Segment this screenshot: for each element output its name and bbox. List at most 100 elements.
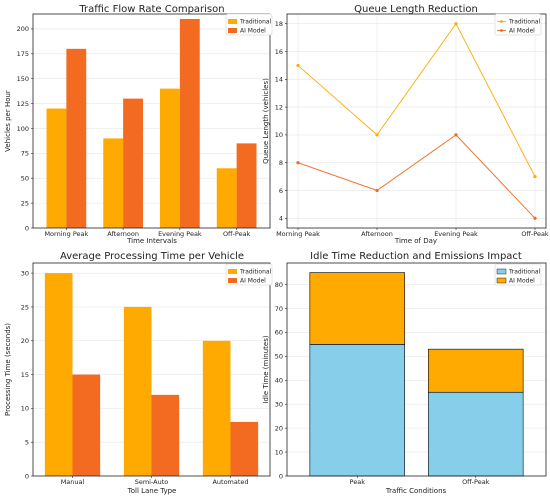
- y-tick-label: 75: [21, 150, 29, 158]
- y-tick-label: 16: [275, 48, 283, 56]
- bar-traditional: [123, 306, 152, 476]
- legend: Traditional AI Model: [494, 13, 542, 36]
- bar-traditional: [216, 168, 237, 228]
- chart-title: Average Processing Time per Vehicle: [60, 251, 244, 262]
- x-tick-label: Manual: [61, 478, 85, 486]
- series-line-traditional: [297, 22, 536, 177]
- data-point: [375, 188, 379, 193]
- legend-box: [494, 263, 542, 286]
- y-tick-label: 14: [275, 76, 283, 84]
- y-tick-label: 10: [275, 448, 283, 456]
- legend-swatch: [496, 268, 507, 275]
- legend-label: Traditional: [508, 269, 541, 276]
- x-tick-label: Morning Peak: [44, 230, 88, 238]
- x-tick-label: Off-Peak: [462, 478, 490, 486]
- y-tick-label: 50: [275, 353, 283, 361]
- stacked-bar-traditional: [428, 391, 524, 477]
- y-tick-label: 40: [275, 377, 283, 385]
- bar-ai-model: [123, 98, 143, 229]
- y-tick-label: 15: [21, 371, 29, 379]
- legend-swatch: [228, 278, 237, 283]
- legend-marker: [500, 20, 503, 23]
- legend-label: AI Model: [509, 28, 535, 35]
- y-tick-label: 12: [275, 103, 283, 111]
- bar-ai-model: [72, 374, 101, 476]
- y-tick-label: 125: [17, 100, 29, 108]
- y-tick-label: 0: [25, 224, 29, 232]
- y-tick-label: 30: [21, 269, 29, 277]
- bar-traditional: [160, 88, 180, 229]
- chart-2: 4 6 8 10 12 14 16 18 Queue Length Reduction Time …: [262, 4, 549, 245]
- stacked-bar-ai-model: [428, 348, 524, 393]
- chart-title: Queue Length Reduction: [354, 4, 478, 15]
- x-tick-label: Automated: [212, 478, 248, 486]
- legend-marker: [500, 29, 503, 32]
- x-axis-label: Time of Day: [394, 237, 437, 245]
- bar-ai-model: [179, 18, 200, 228]
- legend-box: [225, 263, 273, 286]
- plot-frame: [32, 13, 271, 229]
- data-point: [296, 161, 300, 165]
- legend-label: AI Model: [509, 278, 535, 285]
- y-tick-label: 10: [275, 131, 283, 139]
- y-tick-label: 50: [21, 175, 29, 183]
- legend-box: [494, 13, 542, 36]
- y-tick-label: 0: [279, 472, 283, 480]
- y-tick-label: 100: [17, 125, 29, 133]
- legend-swatch: [228, 19, 237, 24]
- bar-ai-model: [66, 48, 87, 229]
- plot-frame: [286, 262, 547, 477]
- legend-label: Traditional: [239, 269, 272, 276]
- bar-ai-model: [236, 143, 257, 228]
- y-tick-label: 4: [279, 215, 283, 223]
- legend-swatch: [228, 28, 237, 33]
- chart-1: 0 25 50 75 100 125 150 175 200 Traffic Flow Rate …: [4, 4, 273, 245]
- data-point: [454, 133, 458, 137]
- legend: Traditional AI Model: [225, 13, 273, 36]
- x-axis-label: Toll Lane Type: [127, 487, 177, 495]
- stacked-bar-traditional: [309, 344, 405, 477]
- y-tick-label: 6: [279, 187, 283, 195]
- plot-frame: [32, 262, 271, 477]
- bar-traditional: [103, 138, 124, 228]
- bar-ai-model: [151, 394, 180, 476]
- x-tick-label: Peak: [350, 478, 366, 486]
- legend-label: Traditional: [508, 19, 541, 26]
- x-axis-label: Time Intervals: [126, 237, 177, 245]
- y-axis-label: Queue Length (vehicles): [262, 78, 270, 164]
- x-axis-label: Traffic Conditions: [385, 487, 447, 495]
- legend-label: AI Model: [240, 278, 266, 285]
- chart-title: Traffic Flow Rate Comparison: [78, 4, 224, 15]
- y-tick-label: 18: [275, 20, 283, 28]
- bar-traditional: [44, 273, 73, 476]
- y-tick-label: 25: [21, 199, 29, 207]
- y-tick-label: 150: [17, 75, 29, 83]
- legend-swatch: [228, 269, 237, 274]
- data-point: [296, 63, 300, 68]
- y-tick-label: 70: [275, 305, 283, 313]
- legend-box: [225, 13, 273, 36]
- y-tick-label: 80: [275, 281, 283, 289]
- y-tick-label: 60: [275, 329, 283, 337]
- plot-frame: [286, 13, 547, 229]
- bar-traditional: [46, 108, 67, 228]
- y-tick-label: 30: [275, 401, 283, 409]
- y-tick-label: 5: [25, 438, 29, 446]
- x-tick-label: Evening Peak: [158, 230, 202, 238]
- data-point: [454, 22, 458, 26]
- x-tick-label: Afternoon: [361, 230, 393, 238]
- data-point: [533, 174, 537, 179]
- y-axis-label: Idle Time (minutes): [262, 335, 270, 403]
- legend-swatch: [496, 277, 507, 284]
- stacked-bar-ai-model: [309, 272, 405, 345]
- x-tick-label: Evening Peak: [434, 230, 478, 238]
- y-tick-label: 8: [279, 159, 283, 167]
- y-axis-label: Processing Time (seconds): [4, 323, 12, 416]
- chart-4: 0 10 20 30 40 50 60 70 80 Idle Time Reduction and…: [262, 251, 547, 495]
- x-tick-label: Off-Peak: [223, 230, 251, 238]
- series-line-ai-model: [297, 134, 536, 219]
- legend-label: Traditional: [239, 19, 272, 26]
- legend: Traditional AI Model: [225, 263, 273, 286]
- y-tick-label: 10: [21, 405, 29, 413]
